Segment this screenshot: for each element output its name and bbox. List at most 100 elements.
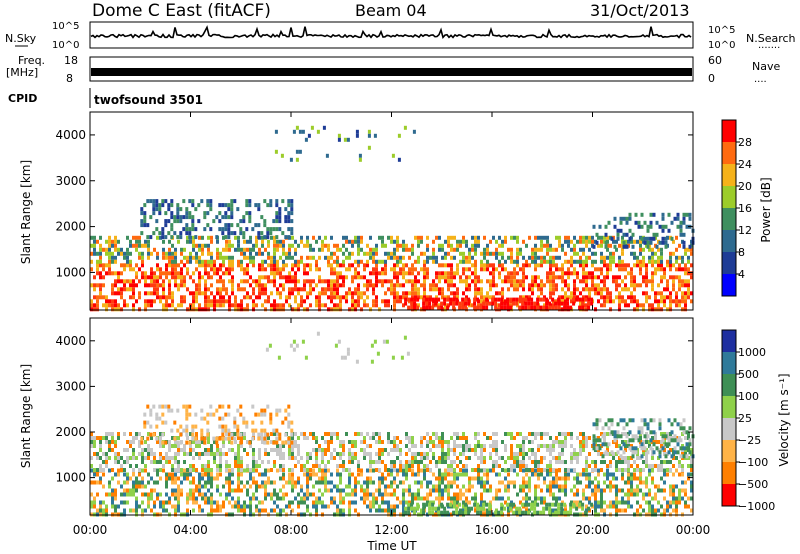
echo-cell <box>218 436 222 441</box>
echo-cell <box>309 472 312 477</box>
echo-cell <box>171 468 174 472</box>
echo-cell <box>275 440 279 445</box>
echo-cell <box>390 484 393 489</box>
echo-cell <box>224 215 228 220</box>
echo-cell <box>618 291 621 296</box>
echo-cell <box>108 239 111 244</box>
echo-cell <box>336 271 339 276</box>
echo-cell <box>291 307 294 312</box>
echo-cell <box>351 299 354 304</box>
echo-cell <box>149 432 153 437</box>
echo-cell <box>321 492 324 497</box>
echo-cell <box>437 297 441 302</box>
echo-cell <box>243 255 246 260</box>
echo-cell <box>161 404 165 409</box>
echo-cell <box>176 440 180 445</box>
echo-cell <box>640 236 644 241</box>
echo-cell <box>318 279 321 284</box>
echo-cell <box>411 287 414 292</box>
echo-cell <box>636 303 639 308</box>
echo-cell <box>171 295 174 300</box>
echo-cell <box>527 301 531 306</box>
echo-cell <box>348 460 351 464</box>
echo-cell <box>491 297 495 302</box>
echo-cell <box>168 239 171 244</box>
echo-cell <box>132 452 135 456</box>
echo-cell <box>648 468 651 473</box>
echo-cell <box>495 508 498 513</box>
echo-cell <box>510 279 513 284</box>
echo-cell <box>291 436 294 440</box>
echo-cell <box>315 452 318 456</box>
echo-cell <box>417 488 420 493</box>
echo-cell <box>213 456 216 460</box>
echo-cell <box>681 299 684 304</box>
echo-cell <box>330 271 333 276</box>
echo-cell <box>171 251 174 256</box>
echo-cell <box>170 223 174 228</box>
echo-cell <box>402 468 405 473</box>
echo-cell <box>564 251 567 256</box>
echo-cell <box>510 456 513 460</box>
echo-cell <box>240 251 243 256</box>
echo-cell <box>627 287 630 292</box>
echo-cell <box>155 203 159 208</box>
echo-cell <box>465 440 468 444</box>
echo-cell <box>102 452 105 456</box>
echo-cell <box>174 488 177 493</box>
echo-cell <box>495 472 498 477</box>
echo-cell <box>228 484 231 489</box>
echo-cell <box>141 508 144 513</box>
echo-cell <box>613 244 617 249</box>
echo-cell <box>173 215 177 220</box>
echo-cell <box>99 480 102 485</box>
echo-cell <box>491 301 495 306</box>
echo-cell <box>588 484 591 489</box>
echo-cell <box>480 452 483 456</box>
echo-cell <box>255 295 258 300</box>
echo-cell <box>600 496 603 501</box>
echo-cell <box>426 440 429 444</box>
echo-cell <box>455 301 459 306</box>
echo-cell <box>384 279 387 284</box>
echo-cell <box>375 279 378 284</box>
echo-cell <box>564 484 567 489</box>
echo-cell <box>585 476 588 481</box>
echo-cell <box>552 279 555 284</box>
echo-cell <box>411 464 414 468</box>
echo-cell <box>441 488 444 493</box>
echo-cell <box>612 484 615 489</box>
echo-cell <box>621 472 624 477</box>
echo-cell <box>648 295 651 300</box>
echo-cell <box>498 488 501 493</box>
echo-cell <box>453 472 456 477</box>
echo-cell <box>500 301 504 306</box>
echo-cell <box>351 295 354 300</box>
echo-cell <box>324 452 327 456</box>
echo-cell <box>519 432 522 436</box>
echo-cell <box>495 283 498 288</box>
echo-cell <box>525 295 528 300</box>
echo-cell <box>483 267 486 272</box>
echo-cell <box>573 484 576 489</box>
echo-cell <box>213 295 216 300</box>
echo-cell <box>637 220 641 225</box>
echo-cell <box>456 456 459 460</box>
echo-cell <box>480 476 483 481</box>
echo-cell <box>558 452 561 456</box>
echo-cell <box>129 492 132 497</box>
echo-cell <box>540 279 543 284</box>
echo-cell <box>486 472 489 477</box>
echo-cell <box>204 271 207 276</box>
echo-cell <box>452 305 456 310</box>
echo-cell <box>297 287 300 292</box>
echo-cell <box>201 440 204 444</box>
echo-cell <box>423 251 426 256</box>
echo-cell <box>534 492 537 497</box>
echo-cell <box>180 275 183 280</box>
echo-cell <box>324 464 327 468</box>
echo-cell <box>249 484 252 489</box>
echo-cell <box>192 271 195 276</box>
echo-cell <box>198 476 201 481</box>
echo-cell <box>531 500 534 505</box>
